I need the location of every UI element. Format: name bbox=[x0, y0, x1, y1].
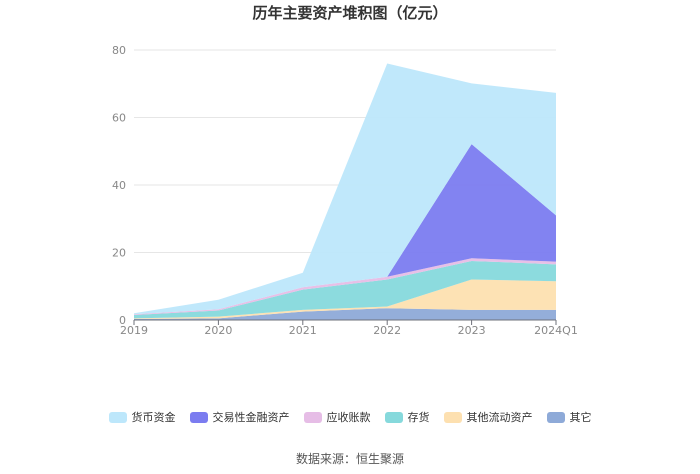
y-tick-label: 80 bbox=[112, 44, 126, 57]
legend-item[interactable]: 存货 bbox=[384, 409, 430, 425]
area-series-0[interactable] bbox=[134, 308, 556, 320]
legend-item[interactable]: 交易性金融资产 bbox=[189, 409, 290, 425]
legend-label: 应收账款 bbox=[326, 411, 371, 424]
legend-swatch bbox=[384, 411, 403, 423]
y-tick-label: 60 bbox=[112, 112, 126, 125]
area-series-4[interactable] bbox=[134, 144, 556, 315]
legend-swatch bbox=[189, 411, 208, 423]
legend-label: 交易性金融资产 bbox=[212, 411, 290, 424]
legend-swatch bbox=[108, 411, 127, 423]
x-tick-label: 2021 bbox=[289, 324, 317, 337]
area-series-1[interactable] bbox=[134, 279, 556, 319]
x-tick-label: 2022 bbox=[373, 324, 401, 337]
legend-item[interactable]: 其他流动资产 bbox=[443, 409, 533, 425]
legend-label: 其他流动资产 bbox=[466, 411, 533, 424]
x-tick-label: 2024Q1 bbox=[534, 324, 578, 337]
legend: 货币资金 交易性金融资产 应收账款 存货 其他流动资产 其它 bbox=[0, 409, 700, 425]
legend-label: 存货 bbox=[407, 411, 430, 424]
y-tick-label: 40 bbox=[112, 179, 126, 192]
x-tick-label: 2020 bbox=[204, 324, 232, 337]
y-tick-label: 20 bbox=[112, 247, 126, 260]
area-series-5[interactable] bbox=[134, 63, 556, 315]
legend-item[interactable]: 其它 bbox=[546, 409, 592, 425]
stacked-area-chart: 0 20 40 60 80 2019 2020 2021 2022 2023 2024Q1 bbox=[112, 44, 578, 337]
x-tick-label: 2023 bbox=[458, 324, 486, 337]
legend-item[interactable]: 货币资金 bbox=[108, 409, 176, 425]
chart-title: 历年主要资产堆积图（亿元） bbox=[252, 4, 448, 22]
legend-item[interactable]: 应收账款 bbox=[303, 409, 371, 425]
data-source: 数据来源：恒生聚源 bbox=[295, 452, 404, 466]
area-series-2[interactable] bbox=[134, 260, 556, 319]
legend-swatch bbox=[546, 411, 565, 423]
y-tick-label: 0 bbox=[119, 314, 126, 327]
x-tick-label: 2019 bbox=[120, 324, 148, 337]
legend-label: 货币资金 bbox=[131, 411, 176, 424]
legend-swatch bbox=[443, 411, 462, 423]
legend-label: 其它 bbox=[569, 411, 592, 424]
legend-swatch bbox=[303, 411, 322, 423]
